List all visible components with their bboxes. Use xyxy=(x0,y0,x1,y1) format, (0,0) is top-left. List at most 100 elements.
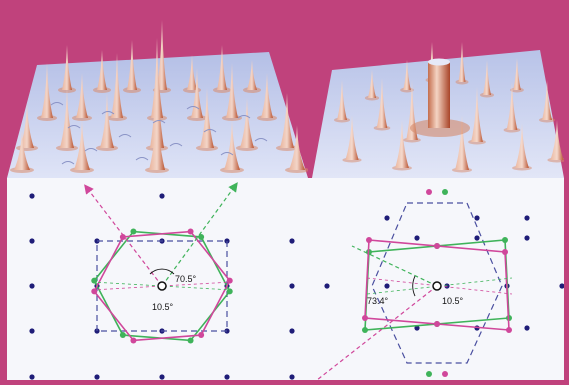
surface-ripple xyxy=(186,106,200,110)
peak xyxy=(513,58,521,90)
lattice-dot xyxy=(29,238,35,244)
rectangle-green-vertex xyxy=(502,237,508,243)
peak xyxy=(62,45,72,90)
surface-ripple xyxy=(50,102,64,106)
rectangle-magenta-vertex xyxy=(362,315,368,321)
hexagon-green-vertex xyxy=(91,277,98,284)
lattice-dot xyxy=(29,374,35,380)
surface-ripple xyxy=(67,125,81,129)
hexagon-magenta-vertex xyxy=(198,332,205,339)
lattice-dot xyxy=(384,215,390,221)
peak xyxy=(14,130,30,170)
angle-label-right-outer: 73.4° xyxy=(367,296,389,306)
peak xyxy=(60,88,74,148)
center-marker xyxy=(432,281,442,291)
surface-ripple xyxy=(237,115,251,119)
arrow-magenta xyxy=(316,285,438,381)
dashed-hexagon xyxy=(371,202,503,364)
peak xyxy=(41,63,53,118)
peak xyxy=(224,120,240,170)
peak xyxy=(191,68,203,118)
peak xyxy=(280,93,294,148)
lattice-dot xyxy=(559,283,565,289)
rectangle-magenta-vertex xyxy=(502,249,508,255)
lattice-dot xyxy=(384,283,390,289)
peak xyxy=(240,98,254,148)
lattice-diagram-panel: 70.5° 10.5° 73.4° 10.5° xyxy=(7,178,565,381)
surface-ripple xyxy=(61,161,75,165)
surface-ripple xyxy=(152,120,166,124)
lattice-dot xyxy=(289,283,295,289)
lattice-dot xyxy=(29,283,35,289)
hexagon-magenta-vertex xyxy=(187,228,194,235)
peak xyxy=(74,120,90,170)
lattice-dot xyxy=(289,374,295,380)
hexagon-magenta-vertex xyxy=(226,277,233,284)
lattice-dot xyxy=(524,325,530,331)
peak-group xyxy=(10,20,308,173)
lattice-dot xyxy=(444,283,450,289)
arrow-green xyxy=(351,245,438,287)
lattice-svg: 70.5° 10.5° 73.4° 10.5° xyxy=(29,182,565,381)
rectangle-green-vertex xyxy=(362,327,368,333)
peak xyxy=(515,123,529,168)
hexagon-green-vertex xyxy=(226,288,233,295)
peak xyxy=(471,87,483,142)
peak-group xyxy=(334,42,564,173)
lattice-dots xyxy=(29,193,565,380)
surface-ripple xyxy=(135,157,149,161)
peak xyxy=(20,103,34,148)
lattice-dot xyxy=(159,374,165,380)
lattice-dot xyxy=(289,328,295,334)
peak xyxy=(127,40,137,90)
angle-label-left-outer: 70.5° xyxy=(175,274,197,284)
surface-ripple xyxy=(169,143,183,147)
peak xyxy=(506,82,518,130)
peak xyxy=(367,70,377,98)
lattice-dot xyxy=(94,374,100,380)
peak xyxy=(200,88,214,148)
center-marker xyxy=(157,281,167,291)
surface-ripple xyxy=(118,134,132,138)
peak xyxy=(111,53,123,118)
lattice-dot xyxy=(414,325,420,331)
peak xyxy=(289,125,305,170)
peak xyxy=(187,55,197,90)
peak xyxy=(458,42,466,82)
peak xyxy=(542,80,552,120)
axis-line-green xyxy=(91,281,233,291)
peak xyxy=(455,115,469,170)
hexagon-magenta-vertex xyxy=(91,288,98,295)
lattice-dot xyxy=(524,215,530,221)
peak xyxy=(100,93,114,148)
diagram-right xyxy=(316,189,513,381)
lattice-dot xyxy=(224,374,230,380)
diagram-left xyxy=(84,182,238,344)
peak xyxy=(157,20,167,90)
peak xyxy=(97,50,107,90)
hexagon-green-vertex xyxy=(198,233,205,240)
lattice-dot xyxy=(29,193,35,199)
hexagon-green-vertex xyxy=(130,228,137,235)
angle-arc xyxy=(412,275,416,297)
peak xyxy=(226,63,238,118)
surface-left-svg xyxy=(7,20,308,178)
central-peak xyxy=(428,62,450,128)
lattice-dot xyxy=(289,238,295,244)
surface-ripple xyxy=(101,111,115,115)
rectangle-magenta-vertex xyxy=(366,237,372,243)
peak xyxy=(217,45,227,90)
lattice-dot xyxy=(324,283,330,289)
lattice-dot xyxy=(524,235,530,241)
angle-label-left-inner: 10.5° xyxy=(152,302,174,312)
hexagon-magenta-vertex xyxy=(119,233,126,240)
peak xyxy=(247,60,257,90)
axis-line-magenta xyxy=(91,281,233,291)
top-dot-magenta xyxy=(426,189,432,195)
surface-plot-left xyxy=(7,10,308,180)
rectangle-magenta-mid-bottom xyxy=(434,321,440,327)
surface-right-svg xyxy=(312,42,564,178)
peak xyxy=(345,115,359,160)
peak xyxy=(76,73,88,118)
